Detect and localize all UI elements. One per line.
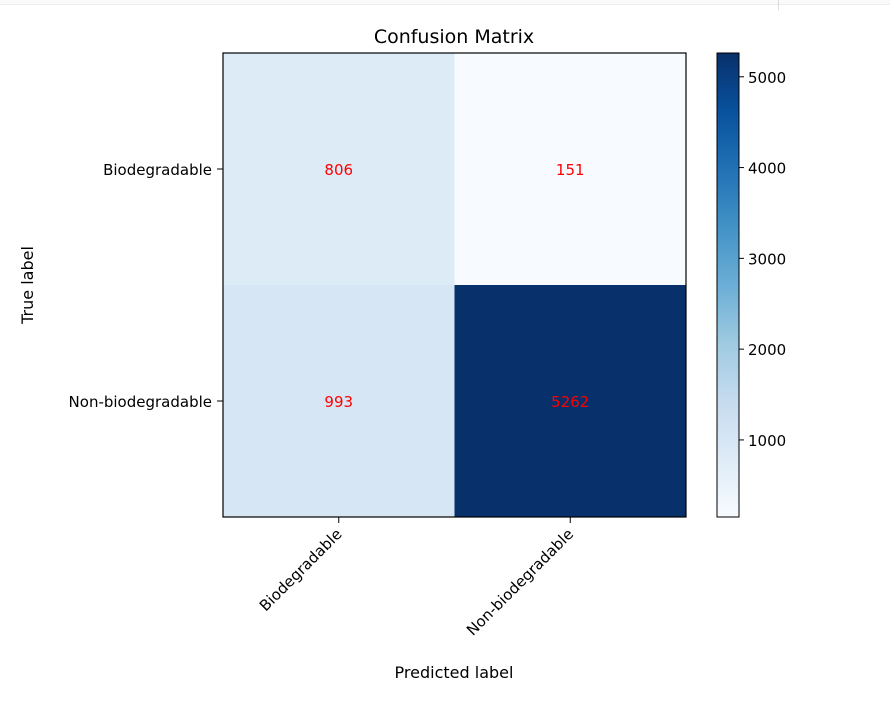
heatmap-cell-value-1-0: 993 (324, 393, 353, 411)
y-axis-label: True label (18, 246, 37, 325)
y-axis-ticks: Biodegradable Non-biodegradable (69, 161, 223, 411)
colorbar (716, 52, 740, 518)
notebook-output-divider (778, 0, 779, 10)
x-tick-label: Biodegradable (256, 525, 346, 615)
notebook-output-top-border (0, 0, 890, 5)
colorbar-tick-label: 4000 (748, 160, 786, 178)
heatmap-cell-value-0-0: 806 (324, 161, 353, 179)
colorbar-tick-label: 5000 (748, 69, 786, 87)
chart-title: Confusion Matrix (374, 26, 534, 48)
y-tick-label: Non-biodegradable (69, 393, 212, 411)
heatmap-cell-value-0-1: 151 (556, 161, 585, 179)
x-tick-label: Non-biodegradable (463, 525, 577, 639)
x-axis-label: Predicted label (395, 663, 514, 682)
y-tick-label: Biodegradable (103, 161, 212, 179)
heatmap-cell-value-1-1: 5262 (551, 393, 589, 411)
x-axis-ticks: Biodegradable Non-biodegradable (256, 517, 577, 639)
colorbar-tick-label: 3000 (748, 250, 786, 268)
colorbar-ticks: 1000 2000 3000 4000 5000 (739, 69, 786, 450)
heatmap-cell-labels: 806 151 993 5262 (324, 161, 589, 411)
plot-area-frame (222, 52, 687, 518)
colorbar-tick-label: 2000 (748, 341, 786, 359)
heatmap-cell-1-0 (223, 285, 455, 517)
heatmap-cell-1-1 (454, 285, 686, 517)
heatmap-cell-0-1 (454, 53, 686, 285)
heatmap-cell-0-0 (223, 53, 455, 285)
heatmap-cells (223, 53, 686, 517)
colorbar-tick-label: 1000 (748, 432, 786, 450)
